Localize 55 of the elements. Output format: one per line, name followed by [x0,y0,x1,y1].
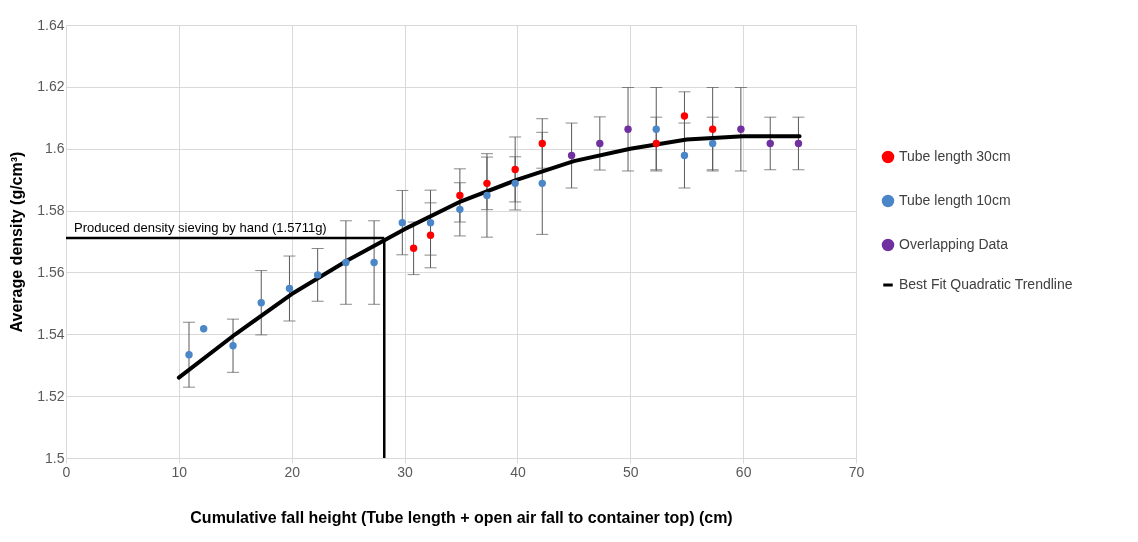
point [370,258,378,267]
x-axis-title: Cumulative fall height (Tube length + open air fall to container top) (cm) [190,508,733,526]
point [680,112,689,120]
point [708,139,717,148]
y-tick-label: 1.52 [37,387,65,404]
point [511,179,519,188]
point [596,139,604,148]
y-tick-label: 1.58 [37,202,65,219]
point [680,151,689,160]
point [511,165,519,174]
x-tick-label: 30 [397,463,414,480]
point [185,351,193,359]
y-tick-label: 1.54 [37,325,65,342]
legend-label: Overlapping Data [899,236,1009,252]
point [426,231,435,240]
x-tick-label: 70 [848,463,865,480]
y-tick-label: 1.64 [37,16,65,33]
point [794,139,803,148]
y-tick-label: 1.5 [45,449,65,466]
x-tick-label: 50 [623,463,639,480]
point [257,299,265,307]
point [313,271,322,279]
point [652,125,660,133]
point [342,258,350,267]
point [398,218,407,227]
x-tick-label: 0 [62,463,71,480]
ref-line-label: Produced density sieving by hand (1.5711g) [74,220,327,236]
legend-label: Best Fit Quadratic Trendline [899,276,1073,292]
x-tick-label: 40 [510,463,526,480]
point [199,325,208,333]
x-tick-label: 60 [735,463,752,480]
point [766,139,774,148]
y-tick-label: 1.62 [37,78,65,95]
point [229,342,237,350]
y-axis-title: Average density (g/cm³) [8,151,26,333]
point [409,244,418,252]
point [708,125,717,133]
point [456,191,464,200]
point [538,139,546,148]
legend-label: Tube length 10cm [899,192,1011,208]
point [538,179,546,188]
point [737,125,745,133]
point [456,205,464,214]
x-tick-label: 10 [171,463,188,480]
y-tick-label: 1.6 [45,140,65,157]
point [652,139,660,148]
y-tick-label: 1.56 [37,263,65,280]
point [483,179,491,188]
point [567,151,576,160]
point [285,284,294,293]
point [426,218,435,227]
point [483,191,491,200]
x-tick-label: 20 [284,463,301,480]
legend-label: Tube length 30cm [899,148,1011,164]
point [624,125,632,133]
